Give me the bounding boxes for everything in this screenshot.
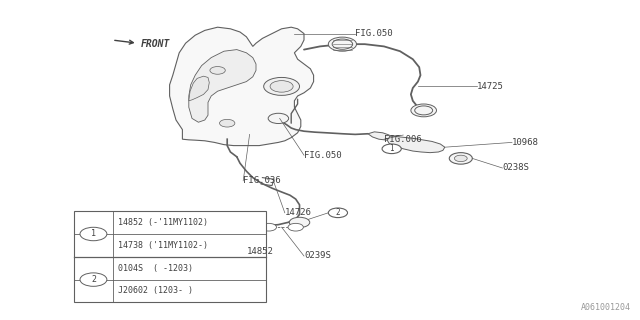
Text: 0238S: 0238S bbox=[502, 164, 529, 172]
Bar bbox=[74, 211, 266, 302]
Circle shape bbox=[289, 217, 310, 228]
Text: 14852: 14852 bbox=[246, 247, 273, 256]
Circle shape bbox=[220, 119, 235, 127]
Text: 2: 2 bbox=[91, 275, 96, 284]
Text: FIG.050: FIG.050 bbox=[355, 29, 393, 38]
Text: 1: 1 bbox=[389, 144, 394, 153]
Polygon shape bbox=[170, 27, 314, 146]
Polygon shape bbox=[368, 132, 390, 140]
Text: FIG.036: FIG.036 bbox=[243, 176, 281, 185]
Circle shape bbox=[411, 104, 436, 117]
Circle shape bbox=[264, 77, 300, 95]
Text: 2: 2 bbox=[335, 208, 340, 217]
Text: FIG.006: FIG.006 bbox=[384, 135, 422, 144]
Polygon shape bbox=[189, 50, 256, 122]
Circle shape bbox=[382, 144, 401, 154]
Text: FRONT: FRONT bbox=[141, 39, 170, 49]
Text: 10968: 10968 bbox=[512, 138, 539, 147]
Circle shape bbox=[415, 106, 433, 115]
Text: 14726: 14726 bbox=[285, 208, 312, 217]
Text: 14725: 14725 bbox=[477, 82, 504, 91]
Text: 1: 1 bbox=[91, 229, 96, 238]
Text: 14738 ('11MY1102-): 14738 ('11MY1102-) bbox=[118, 241, 209, 250]
Circle shape bbox=[230, 214, 253, 226]
Circle shape bbox=[210, 67, 225, 74]
Circle shape bbox=[261, 223, 276, 231]
Text: 0104S  ( -1203): 0104S ( -1203) bbox=[118, 264, 193, 273]
Circle shape bbox=[332, 39, 353, 49]
Circle shape bbox=[454, 155, 467, 162]
Text: FIG.050: FIG.050 bbox=[304, 151, 342, 160]
Circle shape bbox=[288, 223, 303, 231]
Circle shape bbox=[328, 37, 356, 51]
Circle shape bbox=[328, 208, 348, 218]
Circle shape bbox=[270, 81, 293, 92]
Polygon shape bbox=[387, 136, 445, 153]
Circle shape bbox=[80, 273, 107, 286]
Text: 0239S: 0239S bbox=[304, 252, 331, 260]
Text: 14852 (-'11MY1102): 14852 (-'11MY1102) bbox=[118, 218, 209, 227]
Circle shape bbox=[80, 227, 107, 241]
Polygon shape bbox=[189, 76, 209, 101]
Circle shape bbox=[449, 153, 472, 164]
Circle shape bbox=[268, 113, 289, 124]
Circle shape bbox=[236, 217, 248, 223]
Text: J20602 (1203- ): J20602 (1203- ) bbox=[118, 286, 193, 295]
Text: A061001204: A061001204 bbox=[580, 303, 630, 312]
